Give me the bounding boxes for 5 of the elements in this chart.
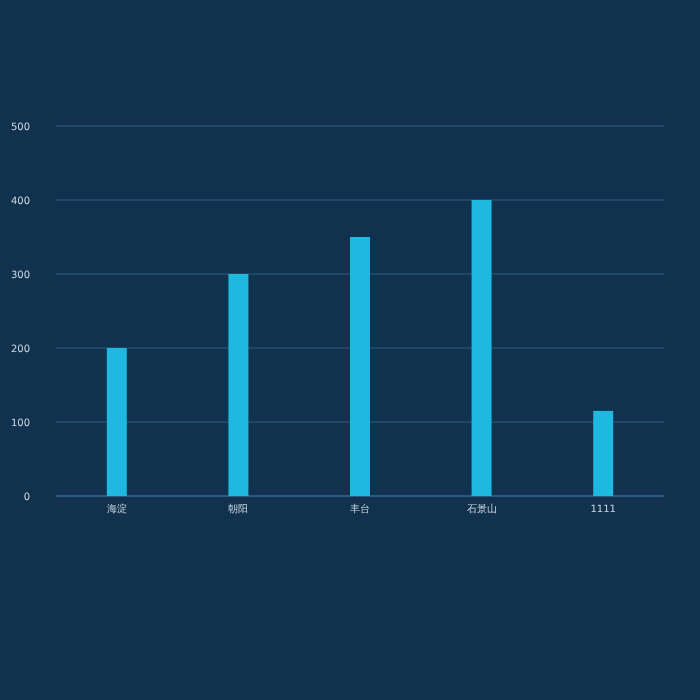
bar xyxy=(593,410,614,496)
bar xyxy=(471,200,492,496)
bar xyxy=(106,348,127,496)
bar xyxy=(350,237,370,496)
bar xyxy=(228,274,249,496)
